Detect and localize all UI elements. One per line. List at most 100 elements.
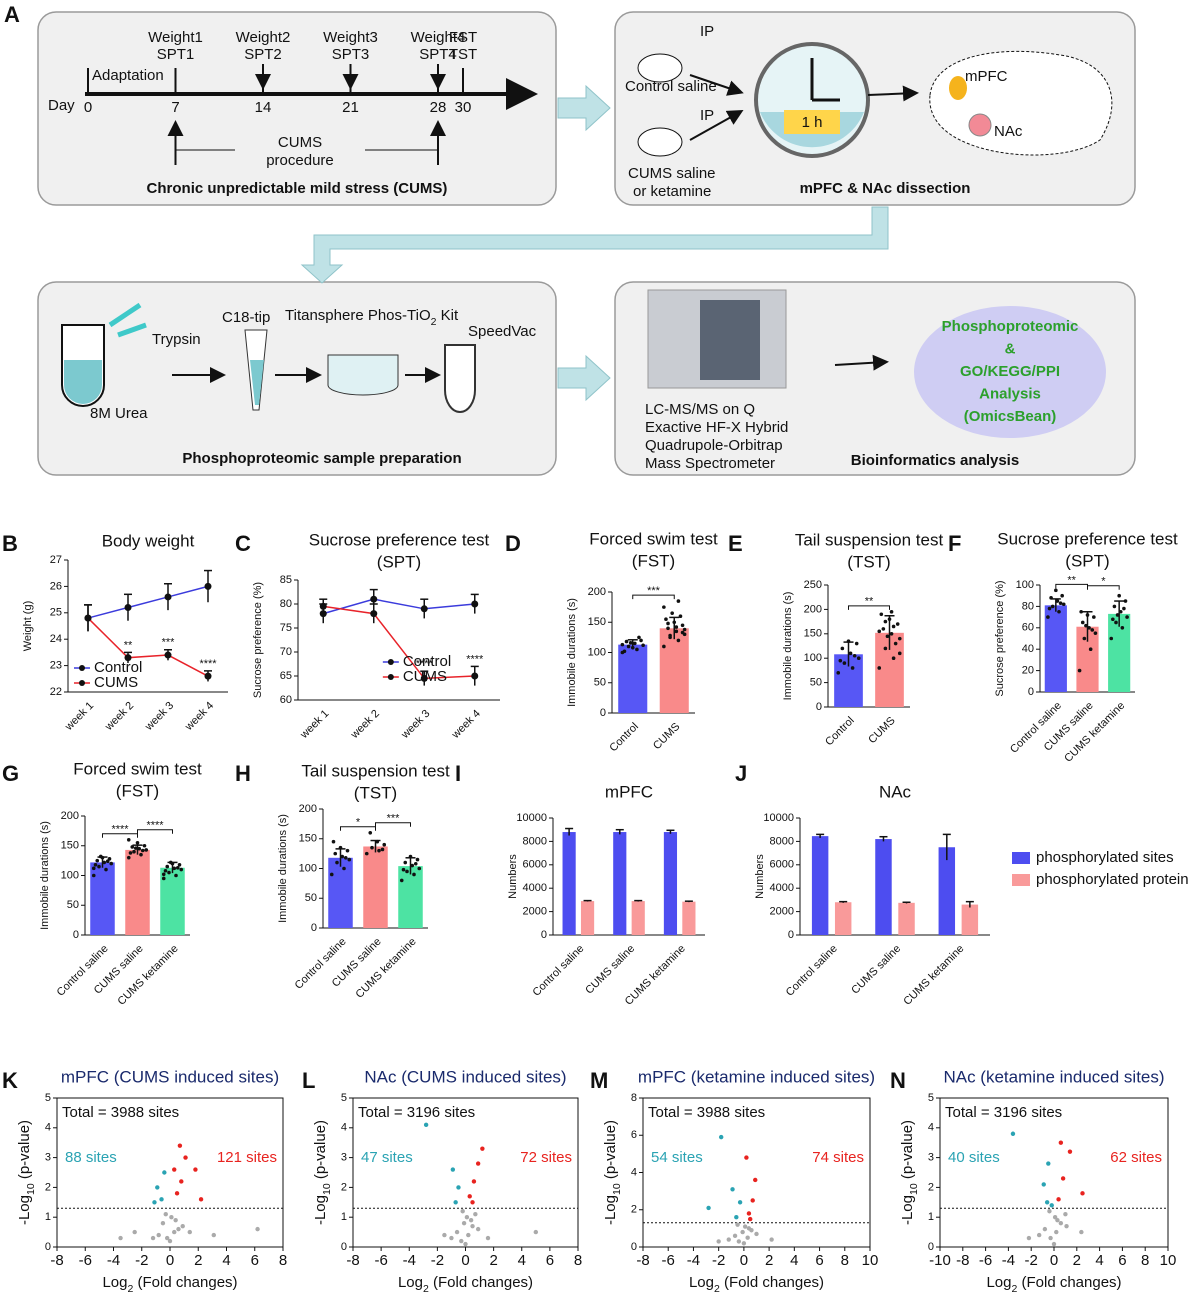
point	[718, 1134, 724, 1140]
arrow	[557, 84, 611, 132]
point	[1125, 615, 1129, 619]
text: J	[735, 761, 747, 786]
point	[405, 869, 409, 874]
text-part: 10	[908, 1183, 920, 1195]
point	[470, 1200, 475, 1205]
text: Control	[607, 721, 641, 755]
text: SPT3	[332, 46, 370, 63]
text: 0	[541, 929, 547, 941]
point	[674, 629, 679, 634]
text: 6	[1118, 1252, 1126, 1269]
bracket	[102, 833, 138, 838]
point	[1057, 609, 1061, 614]
text: 200	[61, 810, 79, 822]
text: -8	[50, 1252, 63, 1269]
text: 7	[171, 99, 179, 116]
point	[889, 610, 894, 614]
point	[674, 625, 679, 629]
text: Weight4	[411, 29, 466, 46]
point	[706, 1205, 711, 1211]
text: Immobile durations (s)	[277, 814, 289, 923]
text: -6	[979, 1252, 992, 1269]
text-part: 2	[127, 1283, 133, 1295]
text: Numbers	[507, 854, 519, 899]
point	[836, 671, 841, 675]
text: 2	[194, 1252, 202, 1269]
point	[854, 641, 859, 646]
point	[1084, 623, 1088, 628]
text: 50	[810, 677, 822, 689]
text: 100	[299, 862, 317, 874]
point	[668, 633, 672, 638]
text: -10	[929, 1252, 951, 1269]
text: week 1	[62, 700, 96, 734]
point	[856, 656, 861, 660]
text: 1	[45, 1211, 51, 1223]
point	[466, 1232, 471, 1238]
point	[1079, 609, 1083, 614]
point	[740, 1229, 745, 1235]
point	[342, 866, 346, 871]
point	[177, 1143, 183, 1148]
point	[403, 860, 408, 865]
point	[680, 623, 685, 628]
text: 200	[299, 803, 317, 815]
legend-swatch	[1012, 852, 1030, 864]
point	[1092, 615, 1096, 619]
point	[180, 1223, 185, 1229]
point	[1060, 1176, 1066, 1181]
text: phosphorylated proteins	[1036, 871, 1189, 888]
text: NAc	[879, 782, 912, 801]
point	[345, 848, 350, 853]
text: 54 sites	[651, 1149, 703, 1166]
point	[137, 846, 142, 851]
point	[163, 868, 168, 873]
bar	[898, 902, 915, 935]
bar	[875, 839, 892, 935]
point	[1064, 1223, 1069, 1229]
text: -4	[107, 1252, 120, 1269]
text: week 1	[298, 708, 332, 742]
text: 6000	[770, 859, 794, 871]
bar	[659, 628, 689, 713]
point	[662, 605, 666, 609]
point	[533, 1229, 539, 1235]
point	[730, 1187, 735, 1192]
point	[453, 1200, 458, 1205]
text-part: Log	[398, 1274, 423, 1291]
text: 121 sites	[217, 1149, 277, 1166]
text: week 2	[348, 708, 382, 742]
text: 10	[1160, 1252, 1177, 1269]
text: Total = 3988 sites	[62, 1104, 179, 1121]
analysis-ellipse	[914, 306, 1106, 438]
point	[255, 1226, 260, 1232]
marker	[84, 614, 92, 622]
text: 8	[631, 1092, 637, 1104]
text: -2	[712, 1252, 725, 1269]
text: 5	[928, 1092, 934, 1104]
point	[846, 639, 851, 643]
point	[726, 1237, 731, 1242]
point	[1054, 588, 1058, 593]
text: IP	[700, 107, 714, 124]
text: &	[1005, 340, 1016, 357]
point	[343, 855, 348, 860]
text: 0	[816, 701, 822, 713]
text: 8000	[523, 835, 547, 847]
bracket	[848, 605, 890, 610]
text: 8M Urea	[90, 405, 148, 422]
point	[1111, 617, 1115, 622]
point	[682, 627, 687, 632]
point	[666, 621, 670, 626]
text: IP	[700, 23, 714, 40]
text: 4000	[770, 882, 794, 894]
text: 0	[788, 929, 794, 941]
point	[893, 641, 898, 646]
text: 0	[45, 1241, 51, 1253]
point	[454, 1229, 460, 1235]
text-part: 10	[321, 1183, 333, 1195]
point	[1114, 620, 1118, 625]
point	[172, 866, 177, 871]
text: Weight3	[323, 29, 378, 46]
point	[676, 638, 681, 643]
